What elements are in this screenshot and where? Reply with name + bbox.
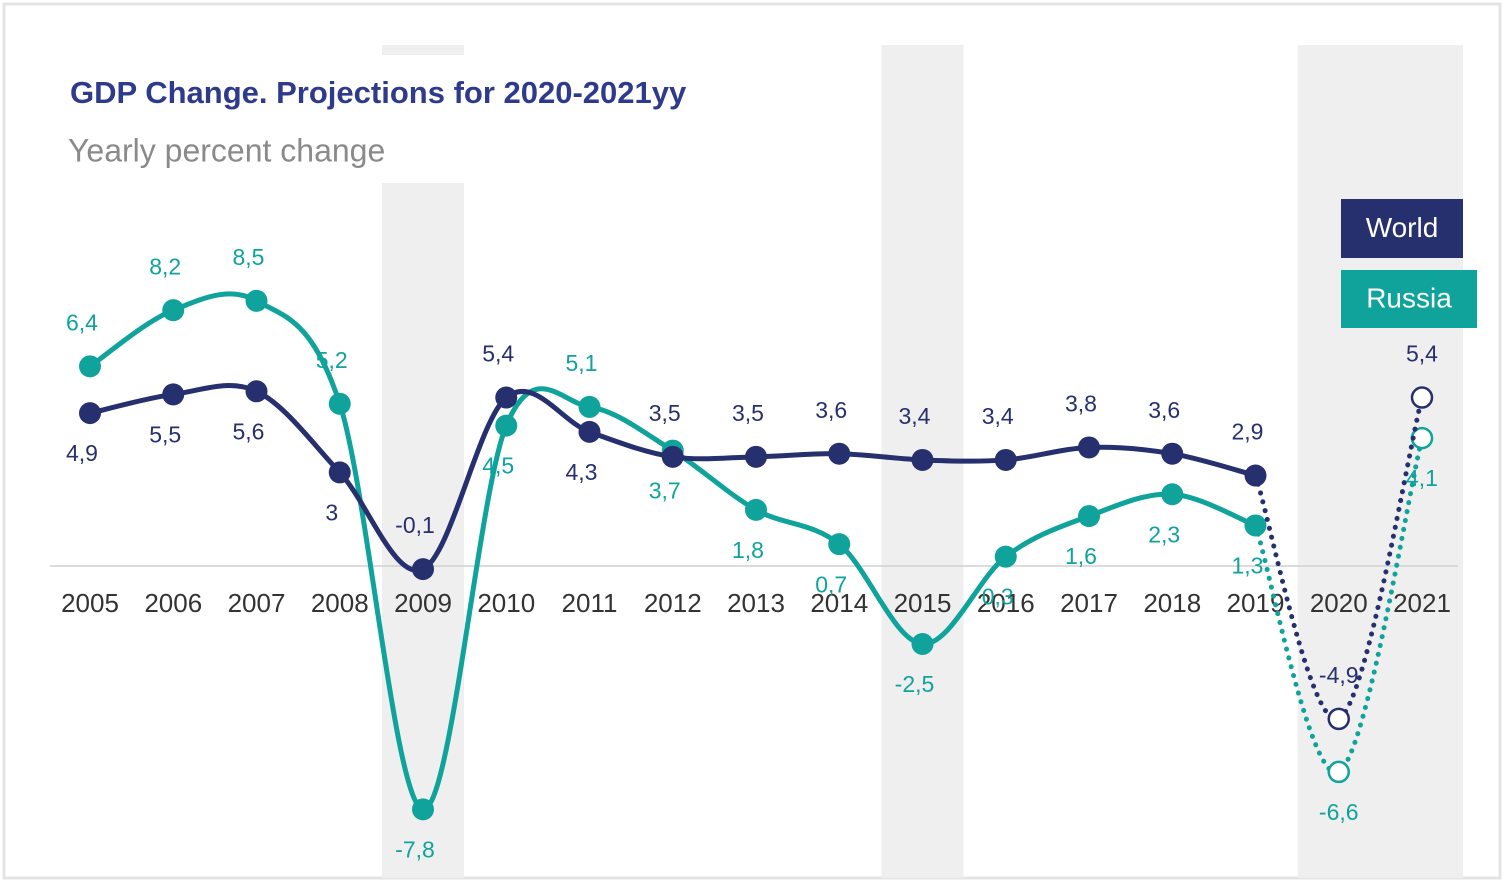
data-label: 4,9	[66, 440, 98, 466]
x-tick-label: 2006	[144, 588, 202, 618]
data-point	[661, 445, 684, 468]
data-point	[911, 633, 934, 656]
data-label: 8,5	[233, 244, 265, 270]
data-label: 3	[325, 499, 338, 525]
x-tick-label: 2010	[477, 588, 535, 618]
data-point	[1244, 514, 1267, 537]
x-tick-label: 2017	[1060, 588, 1118, 618]
data-point	[245, 380, 268, 403]
data-point	[1327, 707, 1350, 731]
x-tick-label: 2013	[727, 588, 785, 618]
data-point	[1161, 442, 1184, 465]
data-label: 5,4	[482, 341, 514, 367]
data-point	[994, 448, 1017, 471]
data-label: 5,1	[566, 350, 598, 376]
data-label: 3,5	[732, 400, 764, 426]
data-label: 3,4	[982, 403, 1014, 429]
data-label: 4,3	[566, 459, 598, 485]
data-point	[828, 442, 851, 465]
data-point	[1410, 386, 1434, 409]
x-tick-label: 2020	[1310, 588, 1368, 618]
data-label: 3,6	[1148, 397, 1180, 423]
x-tick-label: 2007	[228, 588, 286, 618]
data-point	[1161, 483, 1184, 506]
x-tick-label: 2021	[1393, 588, 1451, 618]
data-point	[79, 355, 101, 378]
data-point	[495, 414, 518, 437]
x-tick-label: 2016	[977, 588, 1035, 618]
data-label: 4,1	[1406, 465, 1438, 491]
data-label: 5,6	[233, 418, 265, 444]
data-point	[328, 461, 351, 484]
data-point	[1078, 436, 1100, 459]
data-label: 3,4	[899, 403, 931, 429]
data-label: -2,5	[895, 671, 935, 697]
data-point	[495, 386, 518, 409]
data-label: -4,9	[1319, 662, 1359, 688]
x-tick-label: 2005	[61, 588, 119, 618]
data-point	[828, 533, 851, 556]
title-backdrop	[60, 55, 780, 183]
data-label: -7,8	[395, 836, 435, 862]
data-label: 0,3	[982, 584, 1014, 610]
data-point	[1244, 464, 1267, 487]
data-point	[245, 289, 268, 312]
data-point	[162, 383, 185, 406]
data-point	[578, 395, 601, 418]
legend-label: World	[1366, 212, 1439, 243]
x-tick-label: 2011	[562, 588, 618, 618]
data-label: 3,8	[1065, 391, 1097, 417]
data-label: 5,2	[316, 347, 348, 373]
data-label: 1,8	[732, 537, 764, 563]
data-label: 4,5	[482, 453, 514, 479]
data-label: 0,7	[815, 571, 847, 597]
data-point	[412, 558, 434, 581]
x-tick-label: 2015	[894, 588, 952, 618]
data-label: 3,7	[649, 478, 681, 504]
data-point	[1327, 760, 1350, 784]
chart-title: GDP Change. Projections for 2020-2021yy	[70, 75, 687, 110]
data-point	[328, 392, 351, 415]
data-point	[578, 420, 601, 443]
legend-swatch	[1341, 270, 1477, 328]
x-tick-label: 2014	[810, 588, 868, 618]
data-point	[1078, 505, 1100, 528]
data-label: 6,4	[66, 309, 98, 335]
data-point	[745, 498, 767, 521]
data-label: 3,6	[815, 397, 847, 423]
data-label: 2,3	[1148, 521, 1180, 547]
data-label: 1,3	[1232, 553, 1264, 579]
legend-label: Russia	[1366, 282, 1452, 313]
data-point	[911, 448, 934, 471]
legend-swatch	[1341, 199, 1463, 258]
data-point	[162, 299, 185, 322]
data-label: -6,6	[1319, 799, 1359, 825]
data-label: -0,1	[395, 512, 435, 538]
x-tick-label: 2018	[1143, 588, 1201, 618]
chart-subtitle: Yearly percent change	[68, 132, 385, 168]
data-label: 2,9	[1232, 419, 1264, 445]
data-label: 5,4	[1406, 341, 1438, 367]
data-point	[994, 545, 1017, 568]
data-label: 1,6	[1065, 543, 1097, 569]
x-tick-label: 2012	[644, 588, 702, 618]
data-point	[745, 445, 767, 468]
data-point	[412, 798, 434, 821]
x-tick-label: 2008	[311, 588, 369, 618]
data-label: 3,5	[649, 400, 681, 426]
data-label: 5,5	[149, 422, 181, 448]
data-label: 8,2	[149, 253, 181, 279]
data-point	[79, 402, 101, 425]
series-line	[89, 383, 1257, 573]
shaded-band	[1297, 45, 1463, 878]
x-tick-label: 2009	[394, 588, 452, 618]
